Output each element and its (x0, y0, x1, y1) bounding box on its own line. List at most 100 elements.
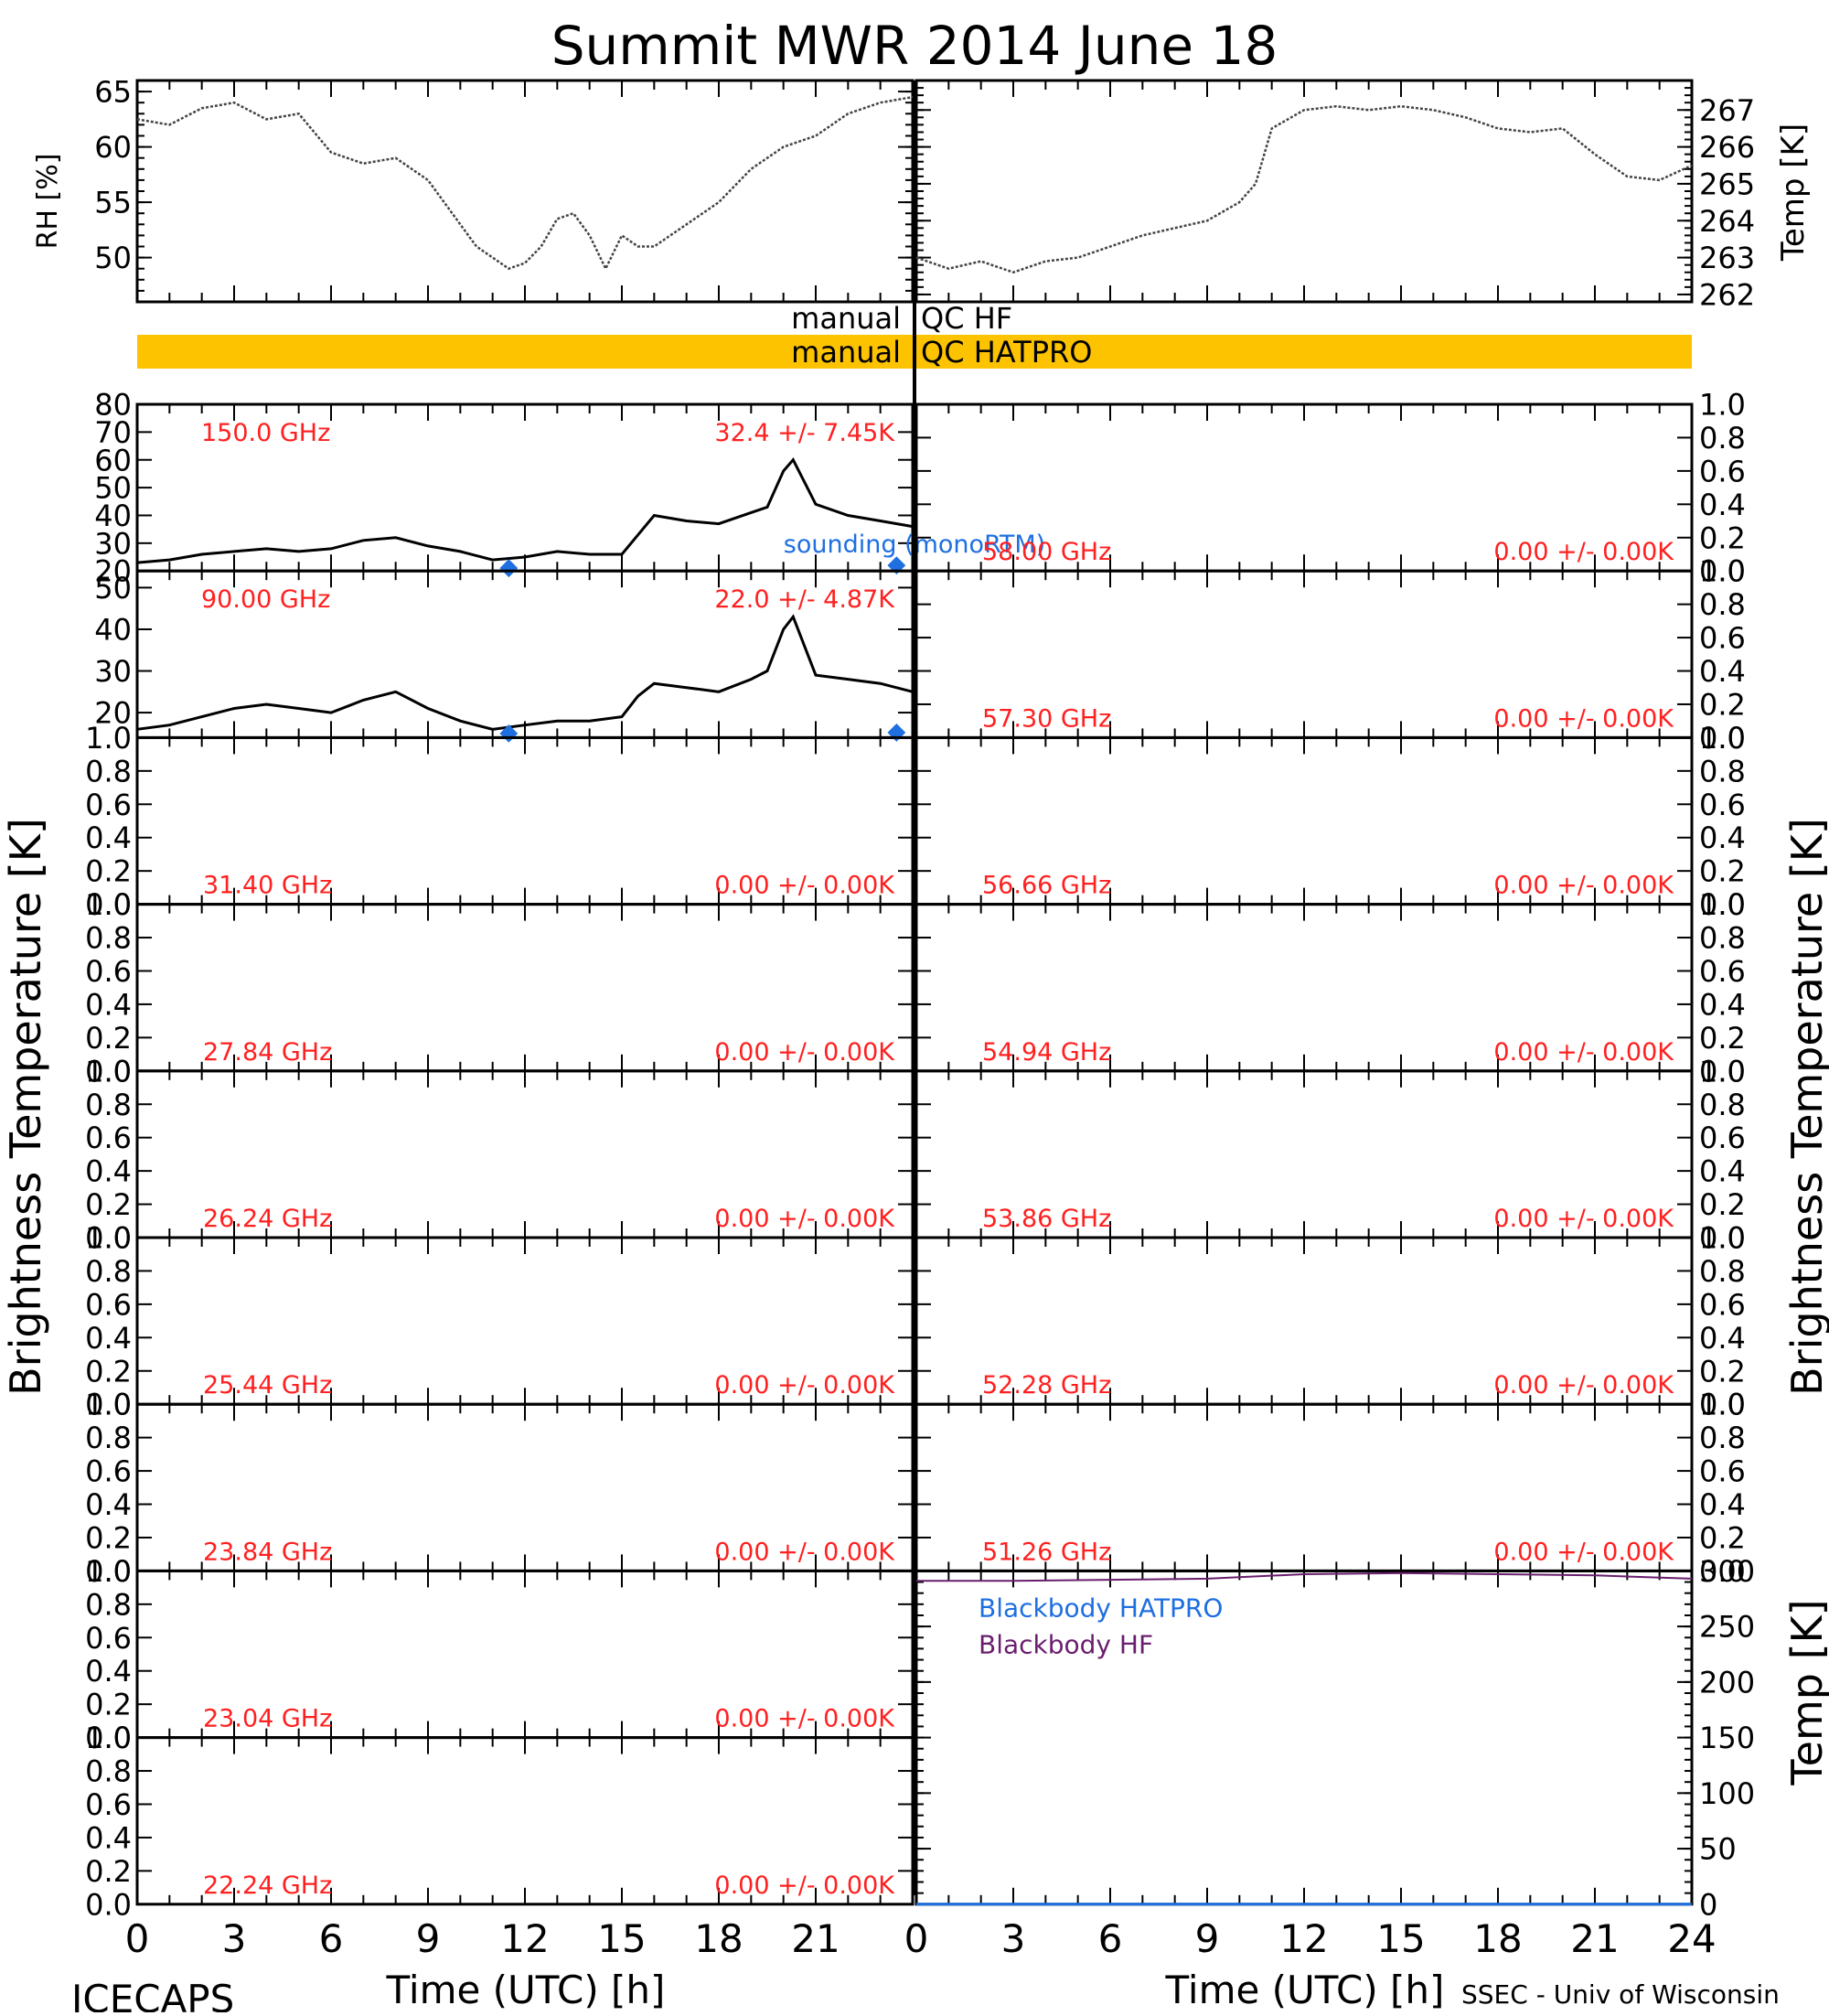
tb-empty-ytick-label: 0.6 (85, 788, 132, 822)
tb-empty-ytick-label: 0.4 (85, 987, 132, 1022)
blackbody-ytick-label: 200 (1699, 1665, 1755, 1700)
x-tick-label: 15 (597, 1916, 646, 1961)
tb-empty-ytick-label: 1.0 (85, 1054, 132, 1088)
tb-empty-ytick-label: 0.6 (1699, 788, 1746, 822)
tb-empty-ytick-label: 0.0 (1699, 554, 1746, 589)
tb-empty-ytick-label: 0.6 (1699, 1121, 1746, 1155)
tb-empty-ytick-label: 1.0 (1699, 1221, 1746, 1256)
rh-ytick-label: 60 (94, 130, 132, 165)
tb-empty-ytick-label: 0.6 (85, 1287, 132, 1322)
tb-empty-ytick-label: 0.4 (85, 1154, 132, 1189)
qc-hf-label-right: QC HF (921, 301, 1012, 336)
tb-empty-ytick-label: 0.2 (1699, 1354, 1746, 1389)
tb-empty-ytick-label: 0.0 (1699, 721, 1746, 756)
tb-empty-ytick-label: 0.2 (85, 1520, 132, 1555)
tb-empty-ytick-label: 0.4 (85, 1654, 132, 1689)
tb-empty-ytick-label: 0.8 (85, 1587, 132, 1622)
tb-empty-ytick-label: 0.0 (1699, 1221, 1746, 1256)
tb-empty-ytick-label: 0.6 (85, 1121, 132, 1155)
left-panel-6: 0.00.20.40.60.81.023.84 GHz 0.00 +/- 0.00… (85, 1388, 914, 1589)
left-panel-stats-label: 0.00 +/- 0.00K (714, 1538, 895, 1566)
x-tick-label: 3 (222, 1916, 247, 1961)
tb-empty-ytick-label: 0.8 (1699, 921, 1746, 956)
x-tick-label: 12 (500, 1916, 549, 1961)
tb-empty-ytick-label: 1.0 (85, 1554, 132, 1589)
qc-hf-label-left: manual (791, 301, 901, 336)
tb-empty-ytick-label: 1.0 (85, 721, 132, 756)
tb-ytick-label: 40 (94, 499, 132, 533)
left-panel-frequency-label: 23.04 GHz (203, 1705, 332, 1733)
x-tick-label: 18 (694, 1916, 743, 1961)
x-tick-label: 24 (1667, 1916, 1716, 1961)
blackbody-ytick-label: 300 (1699, 1554, 1755, 1589)
icecaps-label: ICECAPS (71, 1977, 234, 2012)
x-tick-label: 15 (1376, 1916, 1425, 1961)
x-tick-label: 0 (904, 1916, 929, 1961)
tb-empty-ytick-label: 0.8 (85, 1254, 132, 1289)
tb-empty-ytick-label: 0.8 (85, 1088, 132, 1122)
tb-empty-ytick-label: 0.8 (1699, 1254, 1746, 1289)
x-tick-label: 21 (791, 1916, 840, 1961)
tb-empty-ytick-label: 0.2 (85, 1021, 132, 1056)
right-panel-4: 0.00.20.40.60.81.053.86 GHz 0.00 +/- 0.00… (914, 1054, 1746, 1256)
x-tick-label: 9 (416, 1916, 441, 1961)
tb-series (136, 614, 914, 731)
tb-empty-ytick-label: 0.8 (1699, 1088, 1746, 1122)
right-panel-frequency-label: 56.66 GHz (982, 872, 1111, 900)
frequency-label: 90.00 GHz (201, 585, 330, 614)
tb-empty-ytick-label: 0.8 (85, 1421, 132, 1455)
blackbody-hf-legend: Blackbody HF (979, 1629, 1153, 1659)
tb-empty-ytick-label: 0.2 (1699, 1520, 1746, 1555)
x-tick-label: 3 (1001, 1916, 1026, 1961)
tb-ytick-label: 20 (94, 554, 132, 589)
temp-panel-frame (914, 79, 1694, 304)
tb-empty-ytick-label: 0.2 (85, 854, 132, 889)
tb-series (136, 457, 914, 564)
x-tick-label: 6 (319, 1916, 344, 1961)
right-panel-frequency-label: 52.28 GHz (982, 1371, 1111, 1399)
right-panel-stats-label: 0.00 +/- 0.00K (1493, 704, 1674, 733)
tb-empty-ytick-label: 1.0 (1699, 887, 1746, 922)
right-panel-frequency-label: 54.94 GHz (982, 1038, 1111, 1067)
tb-empty-ytick-label: 1.0 (85, 887, 132, 922)
blackbody-hatpro-legend: Blackbody HATPRO (979, 1592, 1223, 1623)
blackbody-panel: 0 50 100 150 200 250 300 Blackbody HATPRO Blackb… (914, 1554, 1755, 1922)
left-panel-frequency-label: 31.40 GHz (203, 872, 332, 900)
frequency-label: 150.0 GHz (201, 419, 330, 447)
right-panel-3: 0.00.20.40.60.81.054.94 GHz 0.00 +/- 0.00… (914, 887, 1746, 1088)
tb-empty-ytick-label: 1.0 (1699, 721, 1746, 756)
right-panel-frequency-label: 57.30 GHz (982, 704, 1111, 733)
left-panel-frequency-label: 23.84 GHz (203, 1538, 332, 1566)
tb-empty-ytick-label: 0.4 (1699, 987, 1746, 1022)
tb-empty-ytick-label: 0.4 (85, 1321, 132, 1356)
temp-top-axis-label: Temp [K] (1775, 123, 1812, 262)
tb-empty-ytick-label: 0.0 (85, 1054, 132, 1088)
temp-ytick-label: 263 (1699, 241, 1755, 275)
tb-empty-ytick-label: 0.2 (1699, 1021, 1746, 1056)
right-panel-frequency-label: 58.00 GHz (982, 538, 1111, 566)
right-panel-6: 0.00.20.40.60.81.051.26 GHz 0.00 +/- 0.00… (914, 1388, 1746, 1589)
left-panel-frequency-label: 26.24 GHz (203, 1205, 332, 1233)
tb-empty-ytick-label: 0.0 (85, 1721, 132, 1755)
left-panel-stats-label: 0.00 +/- 0.00K (714, 872, 895, 900)
tb-empty-ytick-label: 1.0 (85, 1721, 132, 1755)
left-panel-3: 0.00.20.40.60.81.027.84 GHz 0.00 +/- 0.00… (85, 887, 914, 1088)
left-panel-frequency-label: 27.84 GHz (203, 1038, 332, 1067)
right-panel-frequency-label: 51.26 GHz (982, 1538, 1111, 1566)
right-panel-stats-label: 0.00 +/- 0.00K (1493, 1205, 1674, 1233)
left-panel-stats-label: 0.00 +/- 0.00K (714, 1871, 895, 1900)
tb-empty-ytick-label: 0.0 (85, 1554, 132, 1589)
left-panel-7: 0.00.20.40.60.81.023.04 GHz 0.00 +/- 0.00… (85, 1554, 914, 1755)
right-panel-5: 0.00.20.40.60.81.052.28 GHz 0.00 +/- 0.00… (914, 1221, 1746, 1422)
tb-empty-ytick-label: 0.6 (85, 1787, 132, 1822)
left-panel-frequency-label: 22.24 GHz (203, 1871, 332, 1900)
tb-empty-ytick-label: 0.6 (1699, 1287, 1746, 1322)
tb-empty-ytick-label: 0.4 (1699, 1154, 1746, 1189)
tb-empty-ytick-label: 0.6 (1699, 454, 1746, 488)
rh-ytick-label: 50 (94, 241, 132, 275)
left-panel-stats-label: 0.00 +/- 0.00K (714, 1705, 895, 1733)
left-panel-stats-label: 0.00 +/- 0.00K (714, 1371, 895, 1399)
